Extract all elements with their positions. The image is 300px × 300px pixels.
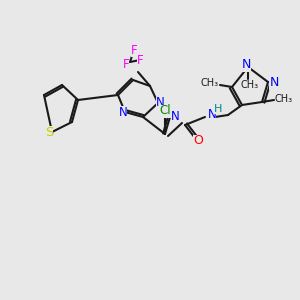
Text: S: S xyxy=(45,125,53,139)
Text: F: F xyxy=(131,44,137,56)
Text: F: F xyxy=(123,58,129,70)
Text: O: O xyxy=(193,134,203,148)
Text: N: N xyxy=(269,76,279,89)
Text: N: N xyxy=(208,109,216,122)
Text: F: F xyxy=(137,53,143,67)
Text: Cl: Cl xyxy=(159,104,171,118)
Text: CH₃: CH₃ xyxy=(275,94,293,104)
Text: H: H xyxy=(214,104,222,114)
Text: N: N xyxy=(171,110,179,124)
Text: CH₃: CH₃ xyxy=(201,78,219,88)
Text: N: N xyxy=(156,97,164,110)
Text: N: N xyxy=(241,58,251,71)
Text: CH₃: CH₃ xyxy=(241,80,259,90)
Text: N: N xyxy=(118,106,127,118)
